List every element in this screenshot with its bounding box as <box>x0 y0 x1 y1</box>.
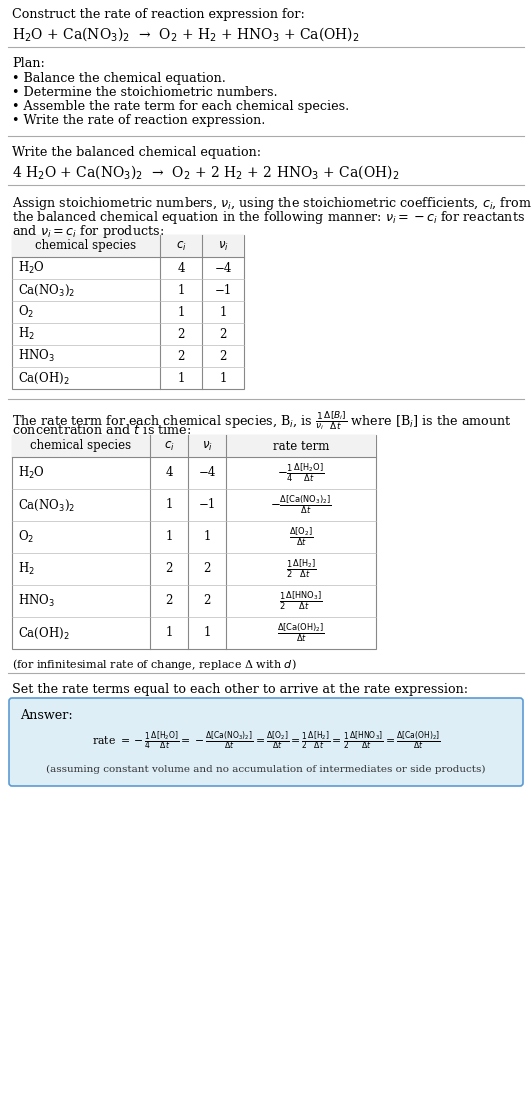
Text: H$_2$: H$_2$ <box>18 326 35 341</box>
Text: Answer:: Answer: <box>20 709 73 722</box>
Text: (for infinitesimal rate of change, replace Δ with $d$): (for infinitesimal rate of change, repla… <box>12 657 296 672</box>
Text: concentration and $t$ is time:: concentration and $t$ is time: <box>12 423 192 437</box>
Text: chemical species: chemical species <box>36 240 137 252</box>
Bar <box>12 235 244 389</box>
Text: Assign stoichiometric numbers, $\nu_i$, using the stoichiometric coefficients, $: Assign stoichiometric numbers, $\nu_i$, … <box>12 195 532 212</box>
Text: $-\frac{\Delta[\mathrm{Ca(NO_3)_2}]}{\Delta t}$: $-\frac{\Delta[\mathrm{Ca(NO_3)_2}]}{\De… <box>270 493 332 517</box>
Text: $\frac{\Delta[\mathrm{O_2}]}{\Delta t}$: $\frac{\Delta[\mathrm{O_2}]}{\Delta t}$ <box>289 526 313 548</box>
Text: −1: −1 <box>198 499 215 511</box>
Text: 2: 2 <box>165 595 173 607</box>
Text: 2: 2 <box>165 562 173 576</box>
Text: O$_2$: O$_2$ <box>18 304 34 320</box>
Text: $c_i$: $c_i$ <box>176 240 186 252</box>
Text: • Determine the stoichiometric numbers.: • Determine the stoichiometric numbers. <box>12 86 278 99</box>
Text: 4: 4 <box>177 261 185 275</box>
Text: • Assemble the rate term for each chemical species.: • Assemble the rate term for each chemic… <box>12 100 349 113</box>
Text: The rate term for each chemical species, B$_i$, is $\frac{1}{\nu_i}\frac{\Delta[: The rate term for each chemical species,… <box>12 408 512 432</box>
Text: Ca(NO$_3$)$_2$: Ca(NO$_3$)$_2$ <box>18 282 76 298</box>
Text: 1: 1 <box>177 283 185 297</box>
Text: $\nu_i$: $\nu_i$ <box>218 240 228 252</box>
Text: $\frac{1}{2}\frac{\Delta[\mathrm{H_2}]}{\Delta t}$: $\frac{1}{2}\frac{\Delta[\mathrm{H_2}]}{… <box>286 558 317 580</box>
Bar <box>12 235 244 257</box>
Text: H$_2$O + Ca(NO$_3$)$_2$  →  O$_2$ + H$_2$ + HNO$_3$ + Ca(OH)$_2$: H$_2$O + Ca(NO$_3$)$_2$ → O$_2$ + H$_2$ … <box>12 25 360 42</box>
Text: 1: 1 <box>219 306 227 318</box>
Text: 1: 1 <box>219 372 227 385</box>
Text: Plan:: Plan: <box>12 57 45 70</box>
Text: O$_2$: O$_2$ <box>18 529 34 545</box>
Text: and $\nu_i = c_i$ for products:: and $\nu_i = c_i$ for products: <box>12 223 164 240</box>
Text: 2: 2 <box>219 327 227 340</box>
Text: Set the rate terms equal to each other to arrive at the rate expression:: Set the rate terms equal to each other t… <box>12 683 468 696</box>
Text: 2: 2 <box>177 349 185 363</box>
Text: 1: 1 <box>203 626 211 639</box>
Text: rate $= -\frac{1}{4}\frac{\Delta[\mathrm{H_2O}]}{\Delta t} = -\frac{\Delta[\math: rate $= -\frac{1}{4}\frac{\Delta[\mathrm… <box>92 730 440 752</box>
Text: HNO$_3$: HNO$_3$ <box>18 593 55 609</box>
Text: the balanced chemical equation in the following manner: $\nu_i = -c_i$ for react: the balanced chemical equation in the fo… <box>12 209 525 227</box>
Text: chemical species: chemical species <box>30 440 131 452</box>
Text: 1: 1 <box>165 530 173 543</box>
Text: −1: −1 <box>214 283 231 297</box>
Text: H$_2$O: H$_2$O <box>18 260 45 276</box>
Text: 2: 2 <box>203 562 211 576</box>
Bar <box>12 435 376 650</box>
Text: $c_i$: $c_i$ <box>164 440 174 453</box>
Text: H$_2$O: H$_2$O <box>18 465 45 481</box>
Text: $\nu_i$: $\nu_i$ <box>202 440 212 453</box>
Text: • Write the rate of reaction expression.: • Write the rate of reaction expression. <box>12 114 265 127</box>
Text: Ca(OH)$_2$: Ca(OH)$_2$ <box>18 625 70 641</box>
Text: (assuming constant volume and no accumulation of intermediates or side products): (assuming constant volume and no accumul… <box>46 764 486 773</box>
Text: −4: −4 <box>214 261 232 275</box>
Text: $-\frac{1}{4}\frac{\Delta[\mathrm{H_2O}]}{\Delta t}$: $-\frac{1}{4}\frac{\Delta[\mathrm{H_2O}]… <box>277 462 325 484</box>
Text: HNO$_3$: HNO$_3$ <box>18 348 55 364</box>
Text: $\frac{1}{2}\frac{\Delta[\mathrm{HNO_3}]}{\Delta t}$: $\frac{1}{2}\frac{\Delta[\mathrm{HNO_3}]… <box>279 589 323 613</box>
FancyBboxPatch shape <box>9 698 523 786</box>
Text: Ca(OH)$_2$: Ca(OH)$_2$ <box>18 371 70 386</box>
Text: H$_2$: H$_2$ <box>18 561 35 577</box>
Text: 2: 2 <box>203 595 211 607</box>
Text: Write the balanced chemical equation:: Write the balanced chemical equation: <box>12 146 261 158</box>
Text: 1: 1 <box>177 372 185 385</box>
Text: 2: 2 <box>177 327 185 340</box>
Text: 4 H$_2$O + Ca(NO$_3$)$_2$  →  O$_2$ + 2 H$_2$ + 2 HNO$_3$ + Ca(OH)$_2$: 4 H$_2$O + Ca(NO$_3$)$_2$ → O$_2$ + 2 H$… <box>12 163 400 181</box>
Text: 2: 2 <box>219 349 227 363</box>
Text: 4: 4 <box>165 466 173 480</box>
Text: 1: 1 <box>165 626 173 639</box>
Text: $\frac{\Delta[\mathrm{Ca(OH)_2}]}{\Delta t}$: $\frac{\Delta[\mathrm{Ca(OH)_2}]}{\Delta… <box>277 622 325 644</box>
Text: 1: 1 <box>165 499 173 511</box>
Text: −4: −4 <box>198 466 215 480</box>
Text: 1: 1 <box>177 306 185 318</box>
Text: 1: 1 <box>203 530 211 543</box>
Text: Ca(NO$_3$)$_2$: Ca(NO$_3$)$_2$ <box>18 498 76 512</box>
Text: rate term: rate term <box>273 440 329 452</box>
Text: Construct the rate of reaction expression for:: Construct the rate of reaction expressio… <box>12 8 305 21</box>
Bar <box>12 435 376 456</box>
Text: • Balance the chemical equation.: • Balance the chemical equation. <box>12 73 226 85</box>
